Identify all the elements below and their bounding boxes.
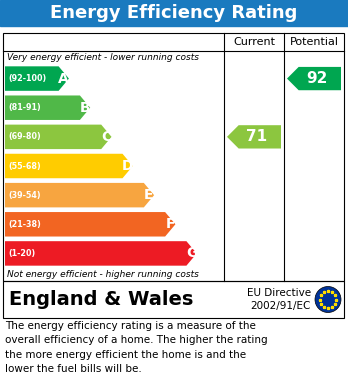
- Text: B: B: [80, 101, 90, 115]
- Text: A: A: [58, 72, 69, 86]
- Polygon shape: [5, 66, 69, 91]
- Text: (1-20): (1-20): [8, 249, 35, 258]
- Polygon shape: [5, 241, 197, 265]
- Text: (55-68): (55-68): [8, 161, 41, 170]
- Polygon shape: [5, 125, 111, 149]
- Text: (21-38): (21-38): [8, 220, 41, 229]
- Text: Very energy efficient - lower running costs: Very energy efficient - lower running co…: [7, 53, 199, 62]
- Text: EU Directive
2002/91/EC: EU Directive 2002/91/EC: [247, 287, 311, 312]
- Text: C: C: [101, 130, 111, 144]
- Text: (69-80): (69-80): [8, 133, 41, 142]
- Polygon shape: [287, 67, 341, 90]
- Bar: [3, 33, 344, 281]
- Text: (92-100): (92-100): [8, 74, 46, 83]
- Polygon shape: [5, 183, 154, 207]
- Text: Current: Current: [233, 37, 275, 47]
- Text: D: D: [122, 159, 133, 173]
- Text: The energy efficiency rating is a measure of the
overall efficiency of a home. T: The energy efficiency rating is a measur…: [5, 321, 268, 374]
- Text: Potential: Potential: [290, 37, 339, 47]
- Text: 71: 71: [246, 129, 268, 144]
- Text: 92: 92: [306, 71, 327, 86]
- Text: F: F: [166, 217, 175, 231]
- Polygon shape: [227, 125, 281, 149]
- Text: (81-91): (81-91): [8, 103, 41, 112]
- Text: G: G: [186, 246, 197, 260]
- Bar: [0, 0, 348, 26]
- Text: Not energy efficient - higher running costs: Not energy efficient - higher running co…: [7, 270, 199, 279]
- Text: England & Wales: England & Wales: [9, 290, 193, 309]
- Text: Energy Efficiency Rating: Energy Efficiency Rating: [50, 4, 298, 22]
- Circle shape: [315, 287, 341, 312]
- Polygon shape: [5, 154, 133, 178]
- Bar: [3, 281, 344, 318]
- Text: (39-54): (39-54): [8, 191, 41, 200]
- Text: E: E: [144, 188, 154, 202]
- Polygon shape: [5, 95, 90, 120]
- Polygon shape: [5, 212, 175, 237]
